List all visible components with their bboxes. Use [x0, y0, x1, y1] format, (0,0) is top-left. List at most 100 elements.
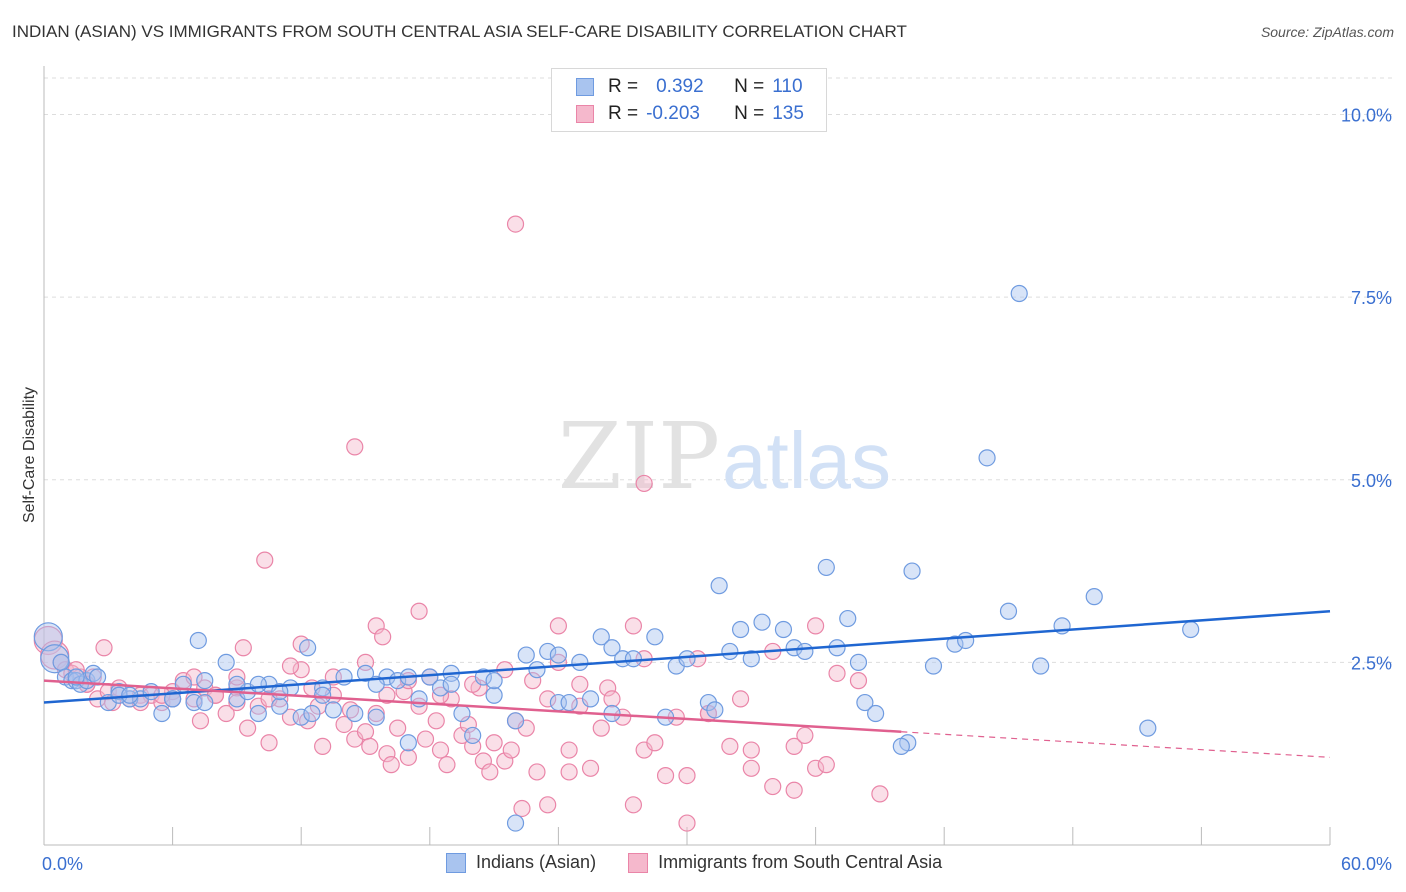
indians-point: [249, 704, 267, 723]
indians-point: [706, 701, 724, 719]
indians-point: [453, 704, 471, 723]
indians-point: [485, 686, 503, 704]
indians-point: [924, 657, 943, 675]
indians-point: [1032, 657, 1050, 675]
immigrants-point: [382, 756, 400, 774]
immigrants-point: [614, 708, 632, 726]
legend-n-value: 110: [772, 76, 803, 97]
indians-point: [292, 708, 310, 726]
immigrants-point: [378, 745, 396, 763]
indians-point: [249, 675, 267, 693]
indians-point: [978, 449, 996, 467]
legend-row-indians: R = 0.392 N = 110: [576, 74, 803, 100]
immigrants-point: [496, 752, 514, 770]
indians-point: [1182, 620, 1200, 639]
indians-point: [303, 704, 321, 723]
legend-r-label: R =: [608, 103, 639, 124]
immigrants-point: [806, 759, 825, 777]
tick-labels: 2.5% 5.0% 7.5% 10.0% 0.0% 60.0%: [42, 106, 1392, 874]
series-indians-points: [33, 284, 1200, 832]
immigrants-point: [571, 675, 589, 693]
indians-point: [33, 622, 63, 652]
indians-point: [571, 653, 589, 671]
trend-line-indians: [43, 610, 1331, 704]
indians-point: [539, 642, 557, 661]
immigrants-point: [581, 759, 600, 777]
x-tick-label-min: 0.0%: [42, 854, 83, 874]
indians-point: [796, 642, 814, 661]
immigrants-point: [260, 734, 278, 752]
y-axis-label: Self-Care Disability: [21, 386, 38, 524]
immigrants-point: [785, 737, 803, 755]
chart-title: INDIAN (ASIAN) VS IMMIGRANTS FROM SOUTH …: [12, 22, 907, 41]
indians-point: [367, 708, 385, 726]
immigrants-point: [431, 741, 450, 759]
y-tick-label: 10.0%: [1341, 106, 1392, 126]
indians-point: [474, 668, 492, 686]
bottom-legend: Indians (Asian) Immigrants from South Ce…: [446, 852, 974, 873]
immigrants-point: [742, 759, 760, 777]
immigrants-point: [234, 639, 252, 657]
indians-point: [710, 577, 728, 595]
immigrants-point: [635, 474, 653, 493]
immigrants-point: [256, 551, 274, 569]
trend-line-immigrants-extrapolated: [901, 731, 1331, 758]
indians-point: [399, 734, 417, 752]
legend-swatch-pink: [576, 105, 594, 123]
indians-point: [196, 672, 214, 690]
immigrants-point: [485, 734, 503, 752]
immigrants-point: [624, 617, 643, 635]
y-tick-label: 5.0%: [1351, 471, 1392, 491]
immigrants-point: [416, 730, 435, 748]
immigrants-point: [228, 693, 246, 712]
immigrants-point: [502, 741, 520, 759]
immigrants-point: [474, 752, 492, 770]
immigrants-point: [731, 690, 750, 708]
indians-point: [603, 639, 621, 657]
indians-point: [946, 635, 964, 653]
legend-n-label: N =: [734, 76, 765, 97]
indians-point: [856, 693, 874, 712]
bottom-legend-swatch-blue: [446, 852, 466, 873]
indians-point: [421, 668, 439, 686]
immigrants-point: [817, 756, 835, 774]
bottom-legend-swatch-pink: [628, 852, 649, 873]
immigrants-point: [346, 438, 364, 456]
immigrants-point: [539, 690, 557, 708]
indians-point: [742, 650, 760, 668]
legend: R = 0.392 N = 110 R = -0.203 N = 135: [551, 68, 827, 132]
legend-r-value: -0.203: [646, 103, 700, 124]
bottom-legend-label: Indians (Asian): [476, 852, 597, 872]
indians-point: [892, 737, 910, 755]
indians-point: [903, 562, 921, 580]
legend-swatch-blue: [576, 78, 594, 96]
indians-point: [189, 631, 207, 650]
watermark: ZIP atlas: [558, 403, 891, 510]
indians-point: [867, 704, 885, 723]
indians-point: [817, 558, 835, 577]
immigrants-point: [374, 628, 392, 646]
immigrants-point: [742, 741, 760, 759]
immigrants-point: [599, 679, 617, 697]
indians-point: [1010, 284, 1028, 303]
immigrants-point: [335, 715, 353, 734]
legend-r-value: 0.392: [656, 76, 704, 97]
indians-point: [731, 620, 750, 639]
indians-point: [549, 646, 568, 664]
immigrants-point: [356, 723, 375, 741]
indians-point: [52, 653, 70, 671]
immigrants-point: [560, 741, 578, 759]
indians-point: [753, 613, 771, 631]
immigrants-point: [459, 715, 477, 734]
indians-point: [646, 628, 664, 646]
indians-point: [346, 704, 364, 723]
indians-point: [528, 661, 546, 679]
indians-point: [560, 693, 578, 712]
immigrants-point: [806, 617, 825, 635]
watermark-zip: ZIP: [558, 403, 720, 510]
legend-r-label: R =: [608, 76, 639, 97]
watermark-atlas: atlas: [722, 416, 891, 505]
immigrants-point: [513, 799, 531, 818]
bottom-legend-label: Immigrants from South Central Asia: [658, 852, 943, 872]
